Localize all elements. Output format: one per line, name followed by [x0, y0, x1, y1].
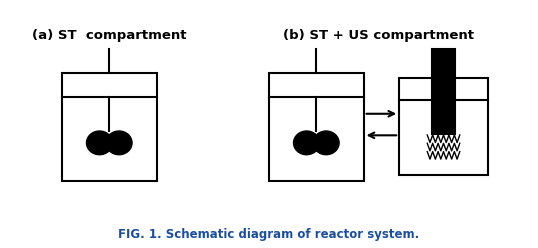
Text: (b) ST + US compartment: (b) ST + US compartment	[283, 29, 474, 42]
Circle shape	[106, 131, 132, 155]
Circle shape	[313, 131, 339, 155]
Bar	[399, 78, 488, 175]
Bar	[269, 73, 364, 181]
Bar	[62, 73, 157, 181]
Text: FIG. 1. Schematic diagram of reactor system.: FIG. 1. Schematic diagram of reactor sys…	[118, 228, 420, 241]
Circle shape	[87, 131, 112, 155]
Circle shape	[294, 131, 320, 155]
Text: (a) ST  compartment: (a) ST compartment	[32, 29, 187, 42]
Bar	[432, 49, 455, 134]
